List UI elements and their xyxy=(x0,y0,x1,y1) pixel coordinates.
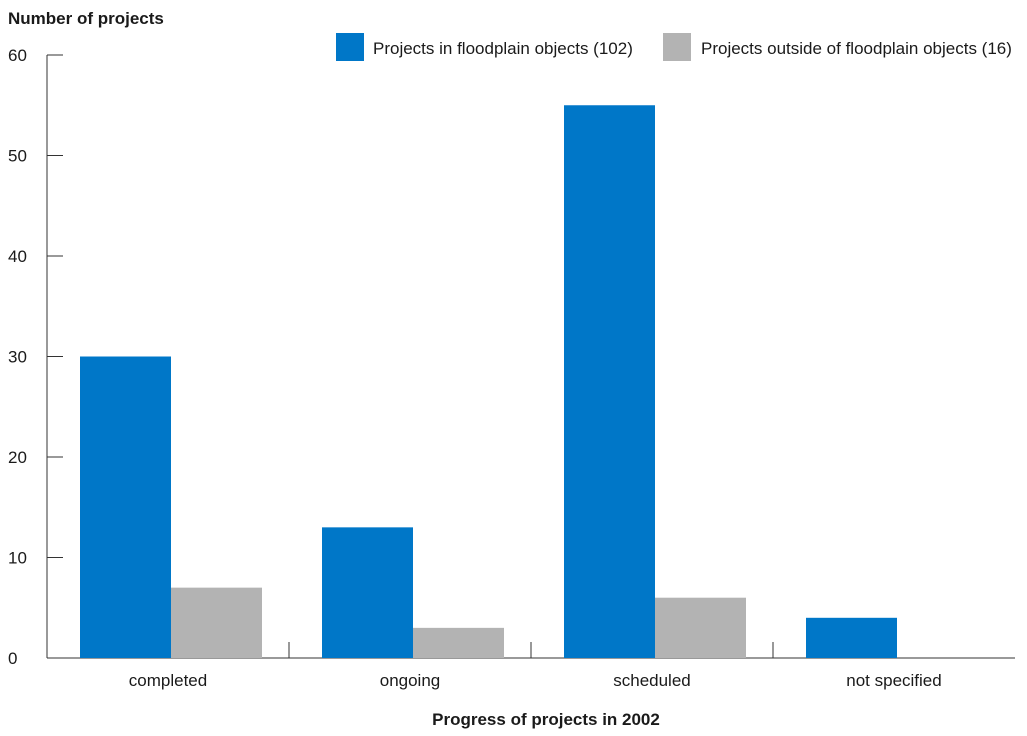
x-tick-label: not specified xyxy=(846,671,941,690)
legend: Projects in floodplain objects (102) Proj… xyxy=(336,33,1012,61)
bar xyxy=(413,627,504,658)
x-tick-label: completed xyxy=(129,671,207,690)
x-tick-label: scheduled xyxy=(613,671,691,690)
x-tick-label: ongoing xyxy=(380,671,441,690)
x-axis: completed ongoing scheduled not specified xyxy=(47,642,1015,690)
bar xyxy=(655,597,746,658)
bar xyxy=(806,617,897,658)
legend-label: Projects outside of floodplain objects (… xyxy=(701,39,1012,58)
bar xyxy=(322,527,413,658)
y-tick-label: 20 xyxy=(8,448,27,467)
y-tick-label: 30 xyxy=(8,348,27,367)
y-tick-label: 50 xyxy=(8,147,27,166)
bar xyxy=(171,587,262,658)
legend-swatch xyxy=(336,33,364,61)
bar xyxy=(80,356,171,658)
y-axis: 0 10 20 30 40 50 60 xyxy=(8,46,63,668)
x-axis-title: Progress of projects in 2002 xyxy=(432,710,660,729)
y-tick-label: 10 xyxy=(8,549,27,568)
y-axis-title: Number of projects xyxy=(8,9,164,28)
bars xyxy=(80,105,897,658)
legend-swatch xyxy=(663,33,691,61)
legend-label: Projects in floodplain objects (102) xyxy=(373,39,633,58)
y-tick-label: 60 xyxy=(8,46,27,65)
y-tick-label: 0 xyxy=(8,649,17,668)
bar xyxy=(564,105,655,658)
y-tick-label: 40 xyxy=(8,247,27,266)
